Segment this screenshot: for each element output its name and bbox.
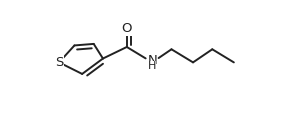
Text: S: S bbox=[55, 56, 63, 69]
Text: H: H bbox=[148, 61, 157, 71]
Text: O: O bbox=[122, 22, 132, 35]
Text: N: N bbox=[147, 54, 157, 67]
